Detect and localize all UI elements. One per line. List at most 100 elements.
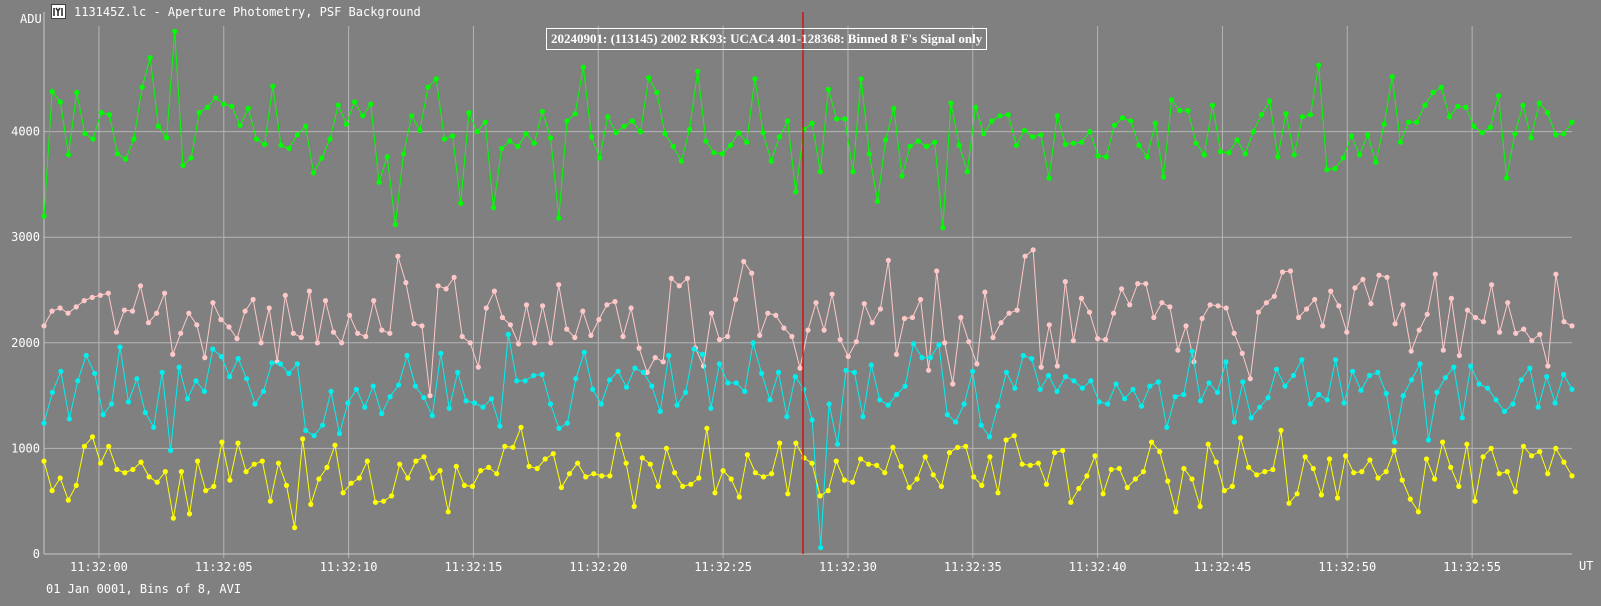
- data-point: [168, 447, 174, 454]
- data-point: [1005, 112, 1011, 118]
- data-point: [1456, 352, 1462, 359]
- data-point: [499, 145, 505, 152]
- data-point: [117, 344, 123, 350]
- data-point: [834, 441, 841, 447]
- data-point: [1122, 396, 1128, 402]
- chart-title-banner: 20240901: (113145) 2002 RK93: UCAC4 401-…: [546, 28, 988, 50]
- data-point: [934, 268, 940, 274]
- data-point: [531, 372, 537, 379]
- data-point: [716, 361, 723, 367]
- data-point: [290, 330, 296, 336]
- data-point: [347, 312, 353, 318]
- data-point: [684, 275, 691, 281]
- data-point: [1119, 286, 1125, 292]
- data-point: [676, 283, 682, 289]
- data-point: [566, 471, 573, 477]
- data-point: [1425, 437, 1432, 443]
- data-point: [760, 474, 767, 480]
- data-point: [961, 401, 967, 407]
- data-point: [1116, 465, 1122, 472]
- data-point: [725, 380, 731, 386]
- data-point: [1343, 453, 1349, 459]
- data-point: [453, 463, 459, 469]
- data-point: [1147, 383, 1153, 389]
- data-point: [1527, 365, 1533, 371]
- data-point: [41, 323, 47, 329]
- data-point: [282, 292, 288, 298]
- data-point: [343, 121, 349, 127]
- data-point: [591, 471, 597, 477]
- data-point: [672, 470, 678, 476]
- data-point: [330, 329, 337, 335]
- data-point: [550, 451, 556, 457]
- data-point: [942, 340, 948, 346]
- data-point: [869, 320, 875, 326]
- data-point: [874, 462, 880, 468]
- data-point: [164, 135, 170, 141]
- data-point: [1282, 383, 1288, 389]
- data-point: [1079, 385, 1085, 391]
- data-point: [1384, 274, 1390, 280]
- data-point: [41, 458, 47, 464]
- data-point: [480, 404, 486, 410]
- data-point: [523, 302, 530, 308]
- data-point: [172, 28, 178, 34]
- data-point: [1177, 107, 1183, 114]
- data-point: [376, 179, 382, 185]
- data-point: [502, 443, 508, 449]
- data-point: [482, 119, 488, 125]
- data-point: [1240, 379, 1246, 385]
- data-point: [785, 491, 791, 497]
- data-point: [1167, 304, 1173, 310]
- data-point: [397, 461, 403, 467]
- data-point: [74, 89, 80, 96]
- data-point: [986, 434, 993, 440]
- data-point: [1255, 309, 1261, 315]
- data-point: [1476, 381, 1482, 387]
- data-point: [1020, 352, 1026, 359]
- data-point: [75, 378, 81, 384]
- data-point: [1416, 327, 1422, 333]
- data-point: [138, 459, 144, 465]
- x-tick-label: 11:32:40: [1069, 560, 1127, 574]
- data-point: [719, 151, 725, 157]
- data-point: [202, 355, 208, 361]
- data-point: [1287, 268, 1294, 274]
- data-point: [98, 460, 104, 466]
- data-point: [1529, 453, 1535, 459]
- data-point: [792, 374, 798, 380]
- data-point: [314, 340, 320, 346]
- data-point: [818, 545, 824, 551]
- data-point: [909, 314, 916, 321]
- data-point: [1030, 247, 1036, 253]
- data-point: [474, 129, 480, 135]
- data-point: [57, 475, 63, 481]
- data-point: [801, 386, 807, 392]
- data-point: [1159, 300, 1165, 306]
- data-point: [662, 131, 668, 137]
- data-point: [1424, 311, 1430, 317]
- data-point: [1231, 330, 1237, 336]
- data-point: [572, 334, 578, 341]
- data-point: [680, 483, 686, 489]
- data-point: [417, 127, 423, 134]
- data-point: [251, 461, 257, 467]
- data-point: [1383, 469, 1389, 475]
- data-point: [451, 274, 457, 280]
- data-point: [1021, 127, 1028, 134]
- data-point: [1367, 457, 1373, 463]
- data-point: [1480, 319, 1487, 325]
- data-point: [540, 303, 546, 309]
- data-point: [303, 427, 309, 433]
- data-point: [885, 257, 892, 263]
- data-point: [564, 420, 571, 426]
- data-point: [339, 340, 345, 346]
- data-point: [712, 490, 718, 496]
- data-point: [411, 321, 417, 327]
- data-point: [639, 455, 645, 461]
- data-point: [162, 290, 168, 296]
- data-point: [154, 310, 160, 316]
- data-point: [741, 258, 747, 265]
- data-point: [1392, 321, 1398, 327]
